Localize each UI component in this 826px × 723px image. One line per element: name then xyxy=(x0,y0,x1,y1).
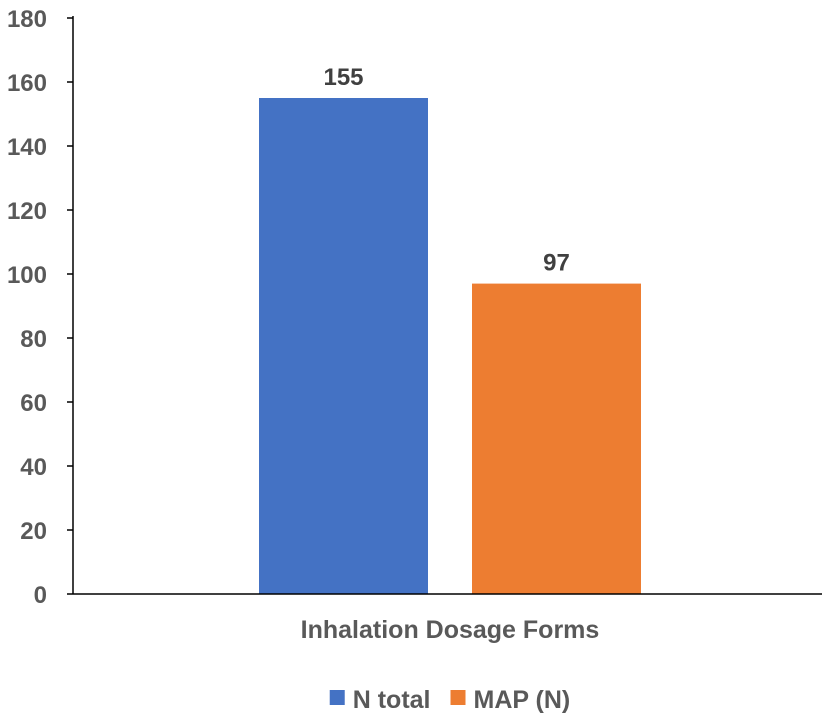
legend-swatch xyxy=(329,690,345,705)
x-category-label: Inhalation Dosage Forms xyxy=(301,616,600,644)
y-tick-label: 20 xyxy=(20,518,47,545)
y-tick-label: 120 xyxy=(7,198,47,225)
legend-label: MAP (N) xyxy=(474,686,571,714)
legend-label: N total xyxy=(353,686,431,714)
y-axis: 0 20 40 60 80 100 120 140 160 180 xyxy=(7,6,74,609)
data-labels: 155 97 xyxy=(323,64,569,277)
y-tick-label: 80 xyxy=(20,326,47,353)
bar-map-n xyxy=(472,283,641,594)
y-tick-label: 160 xyxy=(7,70,47,97)
bars xyxy=(259,98,641,594)
bar-data-label: 97 xyxy=(543,250,570,277)
legend-swatch xyxy=(450,690,466,705)
legend: N total MAP (N) xyxy=(329,686,571,714)
y-tick-label: 100 xyxy=(7,262,47,289)
y-tick-label: 40 xyxy=(20,454,47,481)
y-tick-label: 140 xyxy=(7,134,47,161)
y-tick-label: 0 xyxy=(34,582,47,609)
y-tick-label: 60 xyxy=(20,390,47,417)
bar-n-total xyxy=(259,98,428,594)
bar-data-label: 155 xyxy=(323,64,363,91)
y-tick-label: 180 xyxy=(7,6,47,33)
